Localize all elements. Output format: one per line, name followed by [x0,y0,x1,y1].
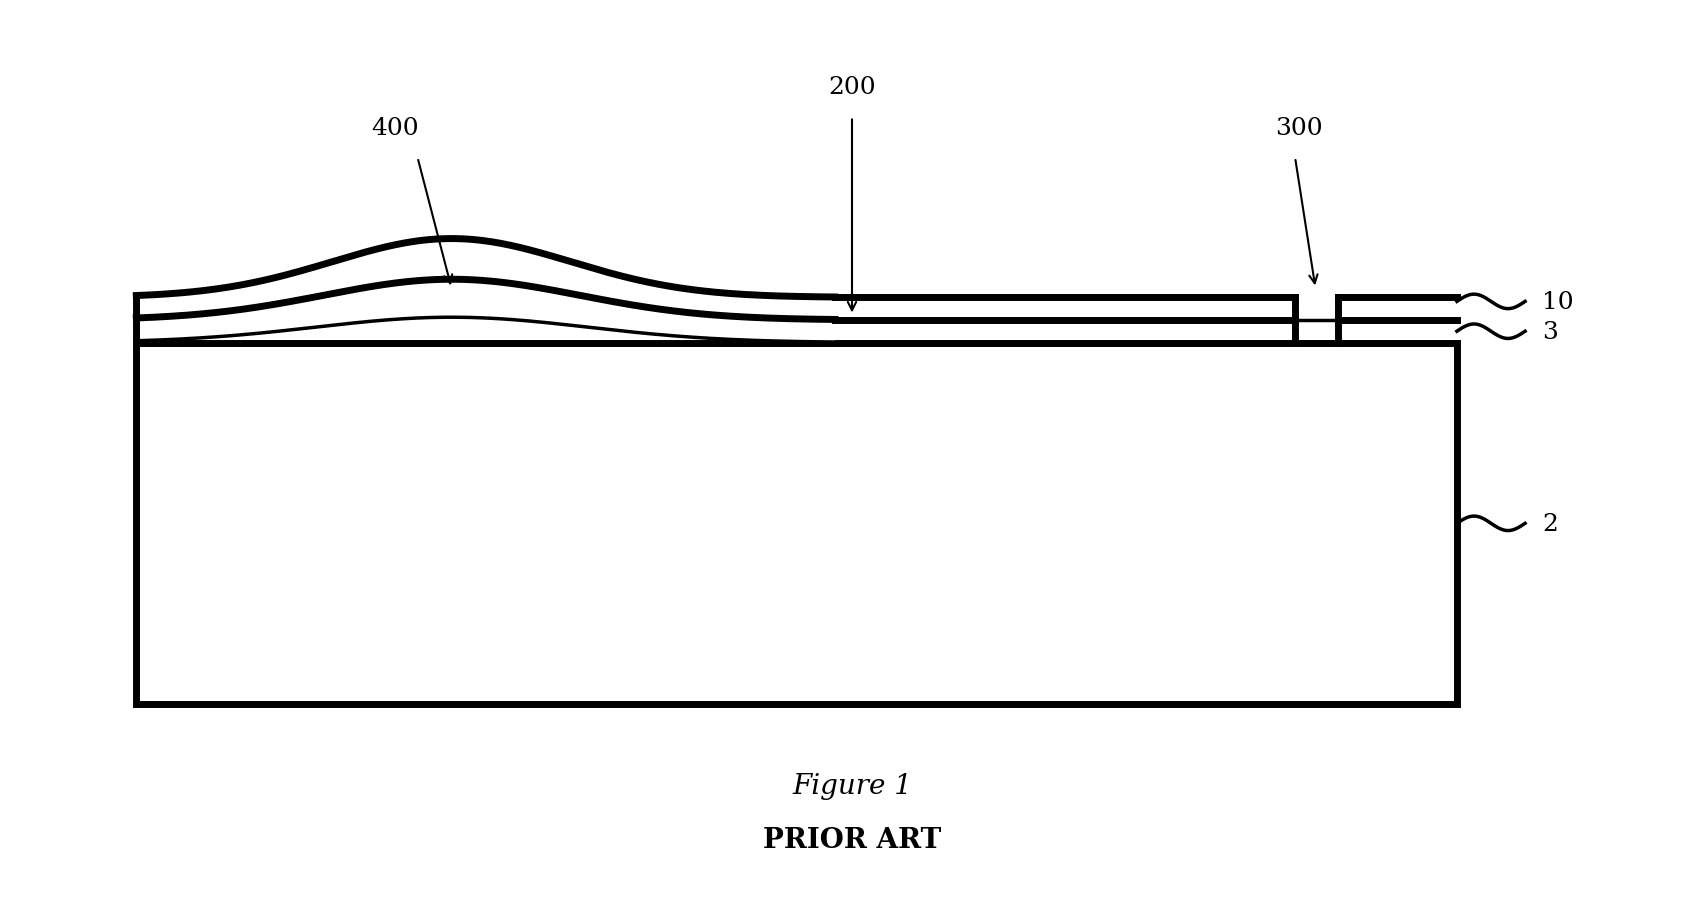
Polygon shape [136,280,835,342]
Text: Figure 1: Figure 1 [792,772,912,799]
Polygon shape [136,239,835,321]
Text: 300: 300 [1275,117,1322,140]
Text: PRIOR ART: PRIOR ART [763,826,941,853]
Text: 200: 200 [828,77,876,99]
Text: 2: 2 [1542,512,1557,535]
Text: 3: 3 [1542,321,1557,343]
Text: 400: 400 [371,117,419,140]
Bar [136,343,1457,704]
Text: 10: 10 [1542,291,1574,313]
